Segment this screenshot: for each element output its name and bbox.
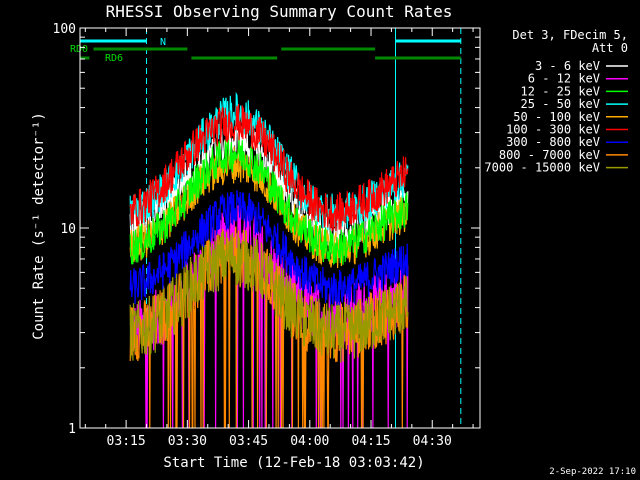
x-tick-label: 03:45 (229, 434, 268, 449)
axes: 03:15 03:30 03:45 04:00 04:15 04:30 1 10 100 (53, 22, 481, 449)
legend-header-line: Det 3, FDecim 5, (512, 28, 628, 42)
legend-label: 7000 - 15000 keV (484, 161, 600, 175)
y-axis-label: Count Rate (s⁻¹ detector⁻¹) (31, 112, 47, 340)
x-tick-label: 03:15 (107, 434, 146, 449)
flag-label-rd0: RD0 (70, 44, 88, 55)
legend-label: 50 - 100 keV (513, 110, 600, 124)
series-trace (129, 189, 409, 306)
series-trace (129, 103, 409, 232)
legend-label: 100 - 300 keV (506, 123, 600, 137)
y-tick-label: 10 (60, 222, 76, 237)
flag-label-n: N (160, 37, 166, 48)
x-tick-label: 04:00 (290, 434, 329, 449)
x-axis-label: Start Time (12-Feb-18 03:03:42) (163, 455, 424, 471)
legend-header-line: Att 0 (592, 41, 628, 55)
x-tick-label: 04:30 (413, 434, 452, 449)
legend-label: 300 - 800 keV (506, 135, 600, 149)
plot-series (129, 91, 409, 429)
chart-title: RHESSI Observing Summary Count Rates (106, 2, 453, 21)
x-tick-label: 03:30 (168, 434, 207, 449)
y-tick-label: 100 (53, 22, 76, 37)
y-tick-label: 1 (68, 422, 76, 437)
x-tick-label: 04:15 (351, 434, 390, 449)
legend-label: 25 - 50 keV (521, 97, 600, 111)
flag-label-rd6: RD6 (105, 53, 123, 64)
legend-label: 6 - 12 keV (528, 72, 600, 86)
legend-label: 800 - 7000 keV (499, 148, 600, 162)
legend-label: 12 - 25 keV (521, 84, 600, 98)
footer-timestamp: 2-Sep-2022 17:10 (549, 467, 636, 477)
series-trace (129, 134, 409, 266)
legend-label: 3 - 6 keV (535, 59, 600, 73)
